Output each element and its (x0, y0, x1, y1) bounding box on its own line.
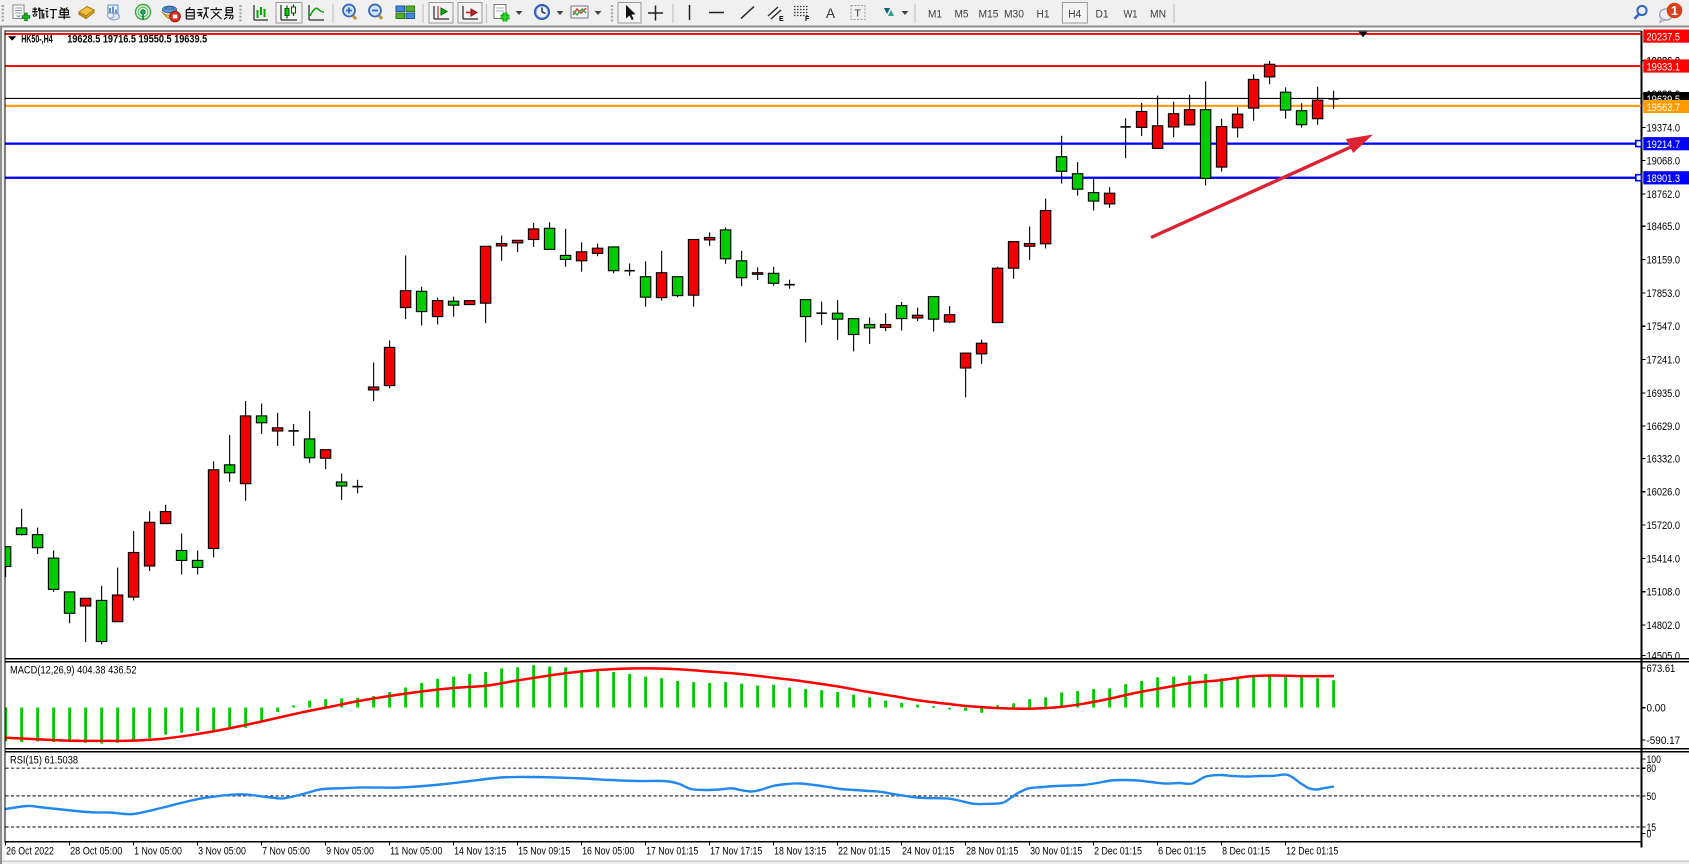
svg-text:D1: D1 (1096, 9, 1109, 21)
svg-text:100: 100 (1647, 754, 1661, 766)
svg-text:H1: H1 (1037, 9, 1050, 21)
svg-text:0: 0 (1647, 829, 1652, 841)
svg-text:19680.0: 19680.0 (1647, 89, 1681, 101)
svg-text:50: 50 (1647, 791, 1657, 803)
svg-text:18901.3: 18901.3 (1647, 173, 1681, 185)
svg-text:14505.0: 14505.0 (1647, 651, 1681, 663)
svg-text:W1: W1 (1124, 9, 1138, 21)
svg-text:28 Oct 05:00: 28 Oct 05:00 (70, 846, 122, 858)
svg-text:15414.0: 15414.0 (1647, 553, 1681, 565)
svg-text:11 Nov 05:00: 11 Nov 05:00 (390, 846, 442, 858)
svg-text:80: 80 (1647, 763, 1657, 775)
svg-text:20237.5: 20237.5 (1647, 32, 1681, 44)
svg-text:19374.0: 19374.0 (1647, 122, 1681, 134)
svg-text:673.61: 673.61 (1647, 663, 1676, 675)
svg-text:18 Nov 13:15: 18 Nov 13:15 (774, 846, 826, 858)
svg-text:30 Nov 01:15: 30 Nov 01:15 (1030, 846, 1082, 858)
svg-text:14 Nov 13:15: 14 Nov 13:15 (454, 846, 506, 858)
svg-text:M1: M1 (928, 9, 942, 21)
svg-text:8 Dec 01:15: 8 Dec 01:15 (1222, 846, 1270, 858)
svg-text:15: 15 (1647, 822, 1657, 834)
svg-text:7 Nov 05:00: 7 Nov 05:00 (262, 846, 310, 858)
svg-text:F: F (805, 16, 810, 23)
svg-text:26 Oct 2022: 26 Oct 2022 (6, 846, 54, 858)
svg-text:19933.1: 19933.1 (1647, 61, 1681, 73)
svg-text:HK50-,H4: HK50-,H4 (21, 34, 53, 46)
svg-text:28 Nov 01:15: 28 Nov 01:15 (966, 846, 1018, 858)
svg-text:17 Nov 17:15: 17 Nov 17:15 (710, 846, 762, 858)
svg-text:18465.0: 18465.0 (1647, 221, 1681, 233)
svg-text:9 Nov 05:00: 9 Nov 05:00 (326, 846, 374, 858)
svg-text:6 Dec 01:15: 6 Dec 01:15 (1158, 846, 1206, 858)
svg-text:16629.0: 16629.0 (1647, 421, 1681, 433)
svg-text:A: A (826, 6, 835, 21)
svg-text:19563.7: 19563.7 (1647, 102, 1681, 114)
svg-text:16026.0: 16026.0 (1647, 487, 1681, 499)
svg-text:19214.7: 19214.7 (1647, 139, 1681, 151)
svg-text:17 Nov 01:15: 17 Nov 01:15 (646, 846, 698, 858)
svg-text:24 Nov 01:15: 24 Nov 01:15 (902, 846, 954, 858)
svg-text:H4: H4 (1068, 9, 1081, 21)
svg-text:18159.0: 18159.0 (1647, 255, 1681, 267)
svg-text:15108.0: 15108.0 (1647, 587, 1681, 599)
svg-text:E: E (779, 16, 784, 23)
svg-text:19986.0: 19986.0 (1647, 56, 1681, 68)
svg-text:17241.0: 17241.0 (1647, 355, 1681, 367)
svg-text:2 Dec 01:15: 2 Dec 01:15 (1094, 846, 1142, 858)
svg-text:19628.5 19716.5 19550.5 19639.: 19628.5 19716.5 19550.5 19639.5 (67, 34, 207, 46)
svg-text:14802.0: 14802.0 (1647, 620, 1681, 632)
svg-text:MN: MN (1150, 9, 1166, 21)
svg-text:15 Nov 09:15: 15 Nov 09:15 (518, 846, 570, 858)
svg-text:M15: M15 (979, 9, 999, 21)
svg-text:16332.0: 16332.0 (1647, 453, 1681, 465)
svg-text:M30: M30 (1004, 9, 1024, 21)
svg-text:T: T (855, 8, 862, 20)
svg-text:22 Nov 01:15: 22 Nov 01:15 (838, 846, 890, 858)
svg-text:16 Nov 05:00: 16 Nov 05:00 (582, 846, 634, 858)
svg-text:18762.0: 18762.0 (1647, 189, 1681, 201)
svg-text:19068.0: 19068.0 (1647, 156, 1681, 168)
svg-text:1 Nov 05:00: 1 Nov 05:00 (134, 846, 182, 858)
svg-text:17547.0: 17547.0 (1647, 321, 1681, 333)
svg-text:3 Nov 05:00: 3 Nov 05:00 (198, 846, 246, 858)
svg-text:M5: M5 (955, 9, 969, 21)
svg-text:MACD(12,26,9) 404.38 436.52: MACD(12,26,9) 404.38 436.52 (10, 665, 137, 677)
svg-text:17853.0: 17853.0 (1647, 288, 1681, 300)
svg-text:0.00: 0.00 (1647, 703, 1666, 715)
svg-text:RSI(15) 61.5038: RSI(15) 61.5038 (10, 755, 78, 767)
svg-text:12 Dec 01:15: 12 Dec 01:15 (1286, 846, 1338, 858)
svg-text:1: 1 (1671, 4, 1678, 18)
svg-text:-590.17: -590.17 (1647, 735, 1681, 747)
svg-text:15720.0: 15720.0 (1647, 520, 1681, 532)
svg-text:16935.0: 16935.0 (1647, 388, 1681, 400)
